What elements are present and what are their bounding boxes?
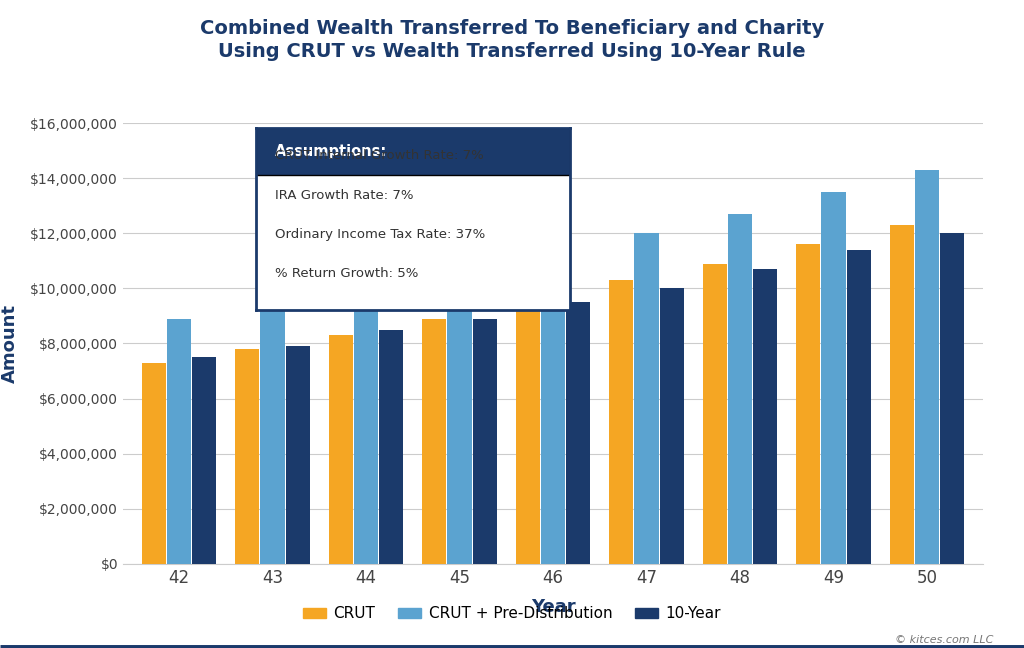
- Bar: [472, 319, 497, 564]
- Bar: [286, 346, 310, 564]
- Bar: [329, 335, 353, 564]
- Bar: [728, 214, 752, 564]
- Bar: [379, 330, 403, 564]
- Bar: [447, 272, 472, 564]
- Bar: [236, 349, 259, 564]
- Bar: [634, 233, 658, 564]
- Bar: [821, 192, 846, 564]
- Bar: [702, 264, 727, 564]
- Text: © kitces.com LLC: © kitces.com LLC: [895, 635, 993, 645]
- Bar: [260, 305, 285, 564]
- Bar: [566, 302, 591, 564]
- Bar: [515, 302, 540, 564]
- Bar: [141, 363, 166, 564]
- Y-axis label: Amount: Amount: [1, 304, 19, 383]
- Bar: [890, 225, 913, 564]
- X-axis label: Year: Year: [530, 597, 575, 616]
- Bar: [796, 244, 820, 564]
- Bar: [354, 288, 378, 564]
- Legend: CRUT, CRUT + Pre-Distribution, 10-Year: CRUT, CRUT + Pre-Distribution, 10-Year: [297, 600, 727, 627]
- Bar: [753, 269, 777, 564]
- Bar: [914, 170, 939, 564]
- Bar: [609, 280, 634, 564]
- Bar: [940, 233, 965, 564]
- Bar: [659, 288, 684, 564]
- Bar: [847, 250, 870, 564]
- Text: Combined Wealth Transferred To Beneficiary and Charity: Combined Wealth Transferred To Beneficia…: [200, 19, 824, 38]
- Bar: [193, 357, 216, 564]
- Bar: [167, 319, 191, 564]
- Text: Using CRUT vs Wealth Transferred Using 10-Year Rule: Using CRUT vs Wealth Transferred Using 1…: [218, 42, 806, 61]
- Bar: [422, 319, 446, 564]
- Bar: [541, 253, 565, 564]
